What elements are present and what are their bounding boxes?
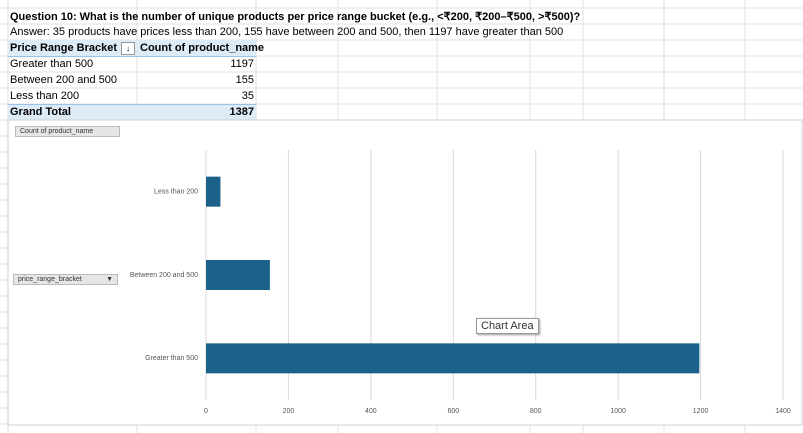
x-tick-label: 600 <box>447 408 459 415</box>
y-tick-label: Between 200 and 500 <box>130 272 198 279</box>
axis-field-button[interactable]: price_range_bracket ▼ <box>13 274 118 285</box>
axis-field-label: price_range_bracket <box>18 276 82 283</box>
total-value: 1387 <box>229 106 254 118</box>
total-label: Grand Total <box>10 106 71 118</box>
value-field-button[interactable]: Count of product_name <box>15 126 120 137</box>
chart-area[interactable] <box>7 119 803 426</box>
x-tick-label: 400 <box>365 408 377 415</box>
row-value: 155 <box>235 74 254 86</box>
tooltip: Chart Area <box>476 318 539 334</box>
question: Question 10: What is the number of uniqu… <box>10 11 581 23</box>
row-label: Between 200 and 500 <box>10 74 118 86</box>
x-tick-label: 1200 <box>693 408 709 415</box>
pivot-header: Price Range Bracket <box>10 42 117 54</box>
x-tick-label: 1000 <box>610 408 626 415</box>
bar <box>206 176 221 207</box>
x-tick-label: 0 <box>204 408 208 415</box>
pivot-total-row <box>8 104 256 121</box>
answer: Answer: 35 products have prices less tha… <box>10 26 564 38</box>
x-tick-label: 200 <box>283 408 295 415</box>
x-tick-label: 1400 <box>775 408 791 415</box>
bar <box>206 343 700 374</box>
row-label: Less than 200 <box>10 90 80 102</box>
row-value: 35 <box>241 90 254 102</box>
row-value: 1197 <box>230 58 254 70</box>
pivot-header: Count of product_name <box>140 42 265 54</box>
filter-button[interactable]: ↓ <box>121 42 135 55</box>
row-label: Greater than 500 <box>10 58 94 70</box>
x-tick-label: 800 <box>530 408 542 415</box>
bar <box>206 260 270 290</box>
y-tick-label: Less than 200 <box>154 189 198 196</box>
y-tick-label: Greater than 500 <box>145 355 198 362</box>
